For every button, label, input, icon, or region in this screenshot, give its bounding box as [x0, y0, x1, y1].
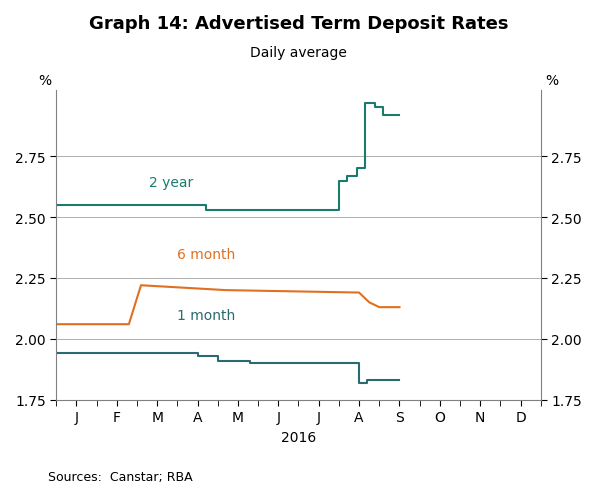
- Text: Graph 14: Advertised Term Deposit Rates: Graph 14: Advertised Term Deposit Rates: [89, 15, 508, 33]
- Text: Daily average: Daily average: [250, 46, 347, 61]
- Text: 2 year: 2 year: [149, 176, 193, 190]
- Text: 6 month: 6 month: [177, 247, 236, 262]
- Text: %: %: [546, 74, 559, 88]
- Text: Sources:  Canstar; RBA: Sources: Canstar; RBA: [48, 470, 192, 483]
- X-axis label: 2016: 2016: [281, 430, 316, 444]
- Text: 1 month: 1 month: [177, 308, 236, 322]
- Text: %: %: [38, 74, 51, 88]
